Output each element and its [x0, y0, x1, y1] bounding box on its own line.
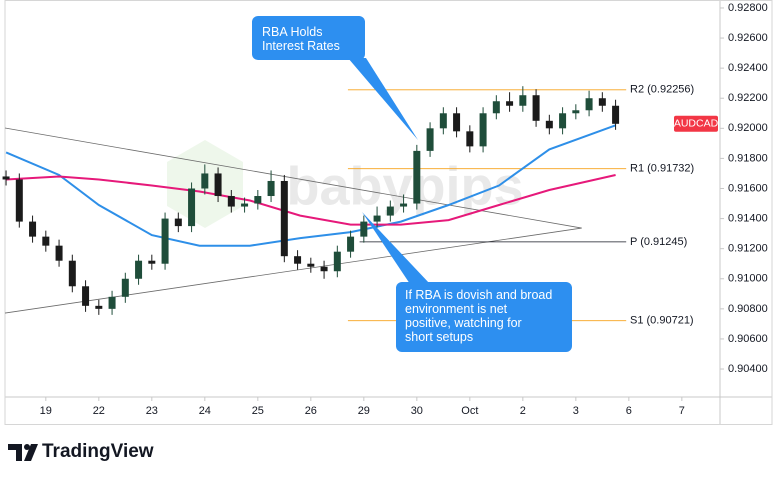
x-tick-label: 22: [93, 405, 105, 417]
annotation-line: Interest Rates: [262, 39, 340, 53]
candle-body: [254, 196, 262, 204]
y-tick-label: 0.90600: [728, 333, 768, 345]
candle-body: [174, 218, 182, 227]
symbol-tag: [674, 115, 718, 132]
y-tick-label: 0.92800: [728, 2, 768, 14]
annotation: RBA Holds Interest Rates: [262, 25, 340, 53]
candle-body: [559, 113, 567, 129]
level-label: P (0.91245): [630, 236, 687, 248]
level-label: S1 (0.90721): [630, 315, 694, 327]
candle-body: [188, 188, 196, 227]
candle-body: [227, 196, 235, 207]
candle-body: [492, 101, 500, 114]
y-tick-label: 0.92000: [728, 122, 768, 134]
x-tick-label: 3: [573, 405, 579, 417]
brand: TradingView: [42, 441, 154, 462]
candle-body: [373, 215, 381, 222]
candle-body: [121, 278, 129, 297]
annotation-line: positive, watching for: [405, 316, 522, 330]
candle-body: [29, 221, 37, 237]
candle-body: [479, 113, 487, 147]
candle-body: [598, 98, 606, 106]
candle-body: [280, 180, 288, 257]
y-tick-label: 0.91400: [728, 212, 768, 224]
y-tick-label: 0.92600: [728, 32, 768, 44]
y-tick-label: 0.92200: [728, 92, 768, 104]
candle-body: [307, 263, 315, 267]
x-tick-label: 30: [411, 405, 423, 417]
candle-body: [68, 260, 76, 287]
candle-body: [585, 98, 593, 111]
x-tick-label: 19: [40, 405, 52, 417]
y-tick-label: 0.91600: [728, 182, 768, 194]
callout: RBA Holds Interest Rates: [252, 16, 418, 140]
x-tick-label: 29: [358, 405, 370, 417]
candle-body: [15, 179, 23, 222]
annotation-line: environment is net: [405, 302, 508, 316]
annotation-line: RBA Holds: [262, 25, 322, 39]
x-tick-label: 23: [146, 405, 158, 417]
x-tick-label: 7: [679, 405, 685, 417]
candle-body: [413, 150, 421, 204]
x-tick-label: Oct: [461, 405, 478, 417]
candle-body: [108, 296, 116, 309]
candle-body: [214, 173, 222, 197]
candle-body: [532, 95, 540, 121]
y-tick-label: 0.91800: [728, 152, 768, 164]
candle-body: [333, 251, 341, 272]
candle-body: [267, 180, 275, 197]
y-tick-label: 0.90400: [728, 363, 768, 375]
candle-body: [201, 173, 209, 189]
y-tick-label: 0.91000: [728, 273, 768, 285]
candle-body: [42, 236, 50, 246]
candle-body: [453, 113, 461, 132]
candle-body: [320, 266, 328, 272]
level-label: R2 (0.92256): [630, 84, 694, 96]
trendline: [4, 127, 582, 229]
symbol-label: AUDCAD: [674, 118, 719, 130]
x-tick-label: 6: [626, 405, 632, 417]
candle-body: [161, 218, 169, 264]
candle-body: [506, 101, 514, 106]
candle-body: [135, 260, 143, 279]
annotation-line: short setups: [405, 330, 473, 344]
plot-area: R2 (0.92256) R1 (0.91732) P (0.91245) S1 (0…: [2, 7, 724, 401]
candle-body: [148, 260, 156, 264]
level-label: R1 (0.91732): [630, 163, 694, 175]
candle-body: [439, 113, 447, 129]
candle-body: [55, 245, 63, 261]
candle-body: [400, 203, 408, 207]
candle-body: [426, 128, 434, 151]
y-tick-label: 0.92400: [728, 62, 768, 74]
moving-average: [5, 124, 616, 247]
y-tick-label: 0.90800: [728, 303, 768, 315]
x-tick-label: 26: [305, 405, 317, 417]
annotation: If RBA is dovish and broad environment is…: [405, 288, 552, 344]
y-tick-label: 0.91200: [728, 243, 768, 255]
x-tick-label: 2: [520, 405, 526, 417]
chart-frame: [4, 0, 773, 425]
candle-body: [241, 203, 249, 207]
candle-body: [612, 105, 620, 124]
candle-body: [386, 206, 394, 216]
candle-body: [519, 95, 527, 106]
annotation-line: If RBA is dovish and broad: [405, 288, 552, 302]
candle-body: [466, 131, 474, 147]
candle-body: [347, 236, 355, 252]
candle-body: [95, 305, 103, 309]
callout: If RBA is dovish and broad environment is…: [362, 212, 572, 352]
candle-body: [294, 256, 302, 264]
brand-logo: [8, 444, 38, 461]
candle-body: [545, 120, 553, 129]
candle-body: [82, 286, 90, 306]
candle-body: [2, 176, 10, 180]
x-tick-label: 24: [199, 405, 211, 417]
moving-average: [6, 174, 616, 226]
x-tick-label: 25: [252, 405, 264, 417]
candle-body: [572, 110, 580, 114]
candle-body: [360, 221, 368, 237]
